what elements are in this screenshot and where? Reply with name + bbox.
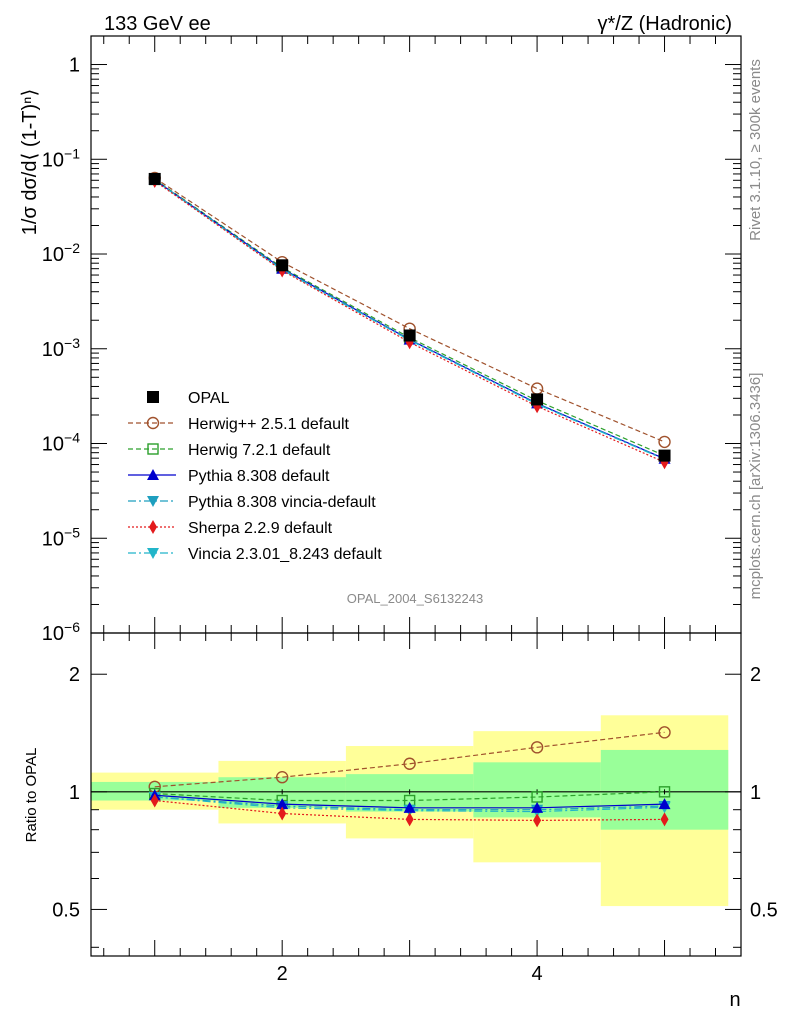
ratio-point-herwigpp (658, 726, 671, 739)
ratio-point-sherpa (405, 812, 414, 827)
mcplots-label: mcplots.cern.ch [arXiv:1306.3436] (747, 373, 764, 600)
main-point-herwigpp (530, 382, 544, 395)
plot-title-right: γ*/Z (Hadronic) (598, 13, 732, 35)
ratio-point-sherpa (278, 806, 287, 821)
main-y-tick-label: 10−5 (42, 524, 80, 550)
main-line-vincia (154, 179, 665, 460)
main-y-tick-label: 10−4 (42, 430, 80, 456)
ratio-point-sherpa (533, 813, 542, 828)
main-x-ticks (103, 36, 717, 633)
legend-label: Pythia 8.308 default (188, 468, 330, 485)
ratio-point-pythia (276, 798, 289, 810)
main-y-tick-label: 10−2 (42, 240, 80, 266)
main-point-herwigpp (658, 435, 671, 449)
ratio-point-herwig7 (658, 786, 671, 798)
rivet-label: Rivet 3.1.10, ≥ 300k events (747, 59, 764, 241)
legend-item-herwigpp: Herwig++ 2.5.1 default (128, 416, 350, 433)
ratio-y-tick-label-left: 0.5 (52, 899, 80, 921)
main-point-opal (658, 449, 671, 462)
legend-marker (147, 469, 159, 480)
ratio-y-tick-label-right: 1 (750, 782, 761, 804)
analysis-label: OPAL_2004_S6132243 (347, 591, 483, 606)
ratio-series-sherpa (150, 793, 669, 828)
legend-label: OPAL (188, 390, 230, 407)
legend-label: Herwig 7.2.1 default (188, 442, 331, 459)
legend-marker (147, 443, 159, 455)
ratio-y-tick-label-right: 0.5 (750, 899, 778, 921)
plot-title-left: 133 GeV ee (104, 13, 211, 35)
ratio-point-pythia (531, 801, 544, 813)
ratio-point-herwigpp (275, 771, 289, 784)
legend-marker (149, 520, 157, 534)
main-point-opal (403, 329, 416, 342)
main-y-axis-title: 1/σ dσ/d⟨ (1-T)ⁿ⟩ (19, 89, 41, 236)
legend-label: Vincia 2.3.01_8.243 default (188, 546, 382, 563)
main-y-tick-label: 10−3 (42, 335, 80, 361)
ratio-point-pythia (403, 801, 416, 813)
ratio-x-ticks (103, 633, 717, 956)
main-series-opal (148, 172, 671, 462)
ratio-point-sherpa (660, 812, 669, 827)
ratio-x-tick-label: 2 (277, 963, 288, 985)
ratio-line-herwig7 (154, 791, 665, 802)
ratio-frame (90, 632, 742, 957)
main-y-tick-label: 10−6 (42, 619, 80, 645)
main-line-herwig7 (154, 178, 665, 457)
ratio-x-tick-label: 4 (532, 963, 543, 985)
legend-item-sherpa: Sherpa 2.2.9 default (128, 520, 333, 537)
ratio-line-pythia_vincia (154, 796, 665, 811)
ratio-point-pythia (658, 798, 671, 810)
ratio-y-axis-title: Ratio to OPAL (23, 748, 40, 843)
legend-item-pythia_vincia: Pythia 8.308 vincia-default (128, 494, 376, 511)
legend-item-pythia: Pythia 8.308 default (128, 468, 330, 485)
ratio-line-herwigpp (154, 731, 665, 788)
legend-item-opal: OPAL (147, 390, 230, 407)
legend-item-vincia: Vincia 2.3.01_8.243 default (128, 546, 382, 563)
ratio-series-pythia (148, 789, 671, 813)
main-y-tick-label: 10−1 (42, 145, 80, 171)
main-point-opal (148, 172, 161, 185)
main-panel: 1 10−1 10−2 10−3 10−4 10−5 10−6 (42, 35, 742, 645)
ratio-panel: 0.5 0.5 1 1 2 2 2 4 (52, 632, 778, 985)
main-line-herwigpp (154, 177, 665, 443)
legend-label: Sherpa 2.2.9 default (188, 520, 333, 537)
ratio-point-herwigpp (403, 757, 416, 770)
main-y-tick-label: 1 (69, 55, 80, 77)
ratio-y-tick-label-left: 1 (69, 782, 80, 804)
x-axis-title: n (729, 989, 740, 1011)
legend-label: Pythia 8.308 vincia-default (188, 494, 376, 511)
ratio-y-ticks (91, 673, 741, 948)
ratio-line-vincia (154, 796, 665, 813)
legend-marker (147, 496, 159, 507)
main-frame (90, 35, 742, 634)
legend-marker (147, 548, 159, 559)
legend: OPAL Herwig++ 2.5.1 default Herwig 7.2.1 d… (128, 390, 382, 563)
ratio-y-tick-label-left: 2 (69, 664, 80, 686)
ratio-line-sherpa (154, 799, 665, 822)
ratio-y-tick-label-right: 2 (750, 664, 761, 686)
legend-marker (147, 391, 159, 403)
main-y-ticks (91, 35, 741, 634)
main-point-opal (276, 259, 289, 272)
ratio-point-herwigpp (530, 741, 544, 754)
legend-item-herwig7: Herwig 7.2.1 default (128, 442, 331, 459)
main-point-opal (531, 393, 544, 406)
legend-marker (146, 416, 160, 430)
legend-label: Herwig++ 2.5.1 default (188, 416, 350, 433)
ratio-point-sherpa (150, 793, 159, 808)
